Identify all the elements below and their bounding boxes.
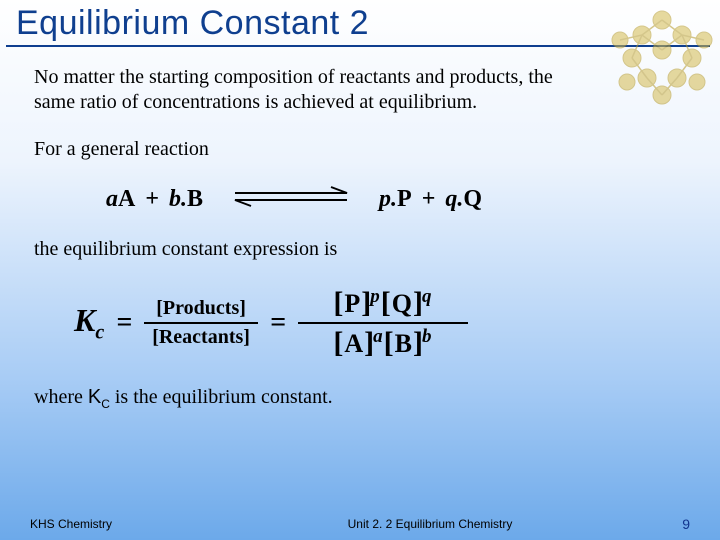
fraction-symbols: [P]p[Q]q [A]a[B]b: [298, 284, 468, 362]
species-a: A: [118, 186, 135, 212]
sym-p: P: [344, 289, 361, 318]
exp-q: q: [422, 286, 433, 307]
species-q: Q: [463, 186, 482, 212]
plus-1: +: [145, 186, 159, 213]
equals-2: =: [270, 307, 286, 339]
where-c: C: [101, 397, 110, 411]
page-number: 9: [630, 516, 690, 532]
sym-b: B: [395, 329, 413, 358]
where-pre: where: [34, 386, 88, 408]
equals-1: =: [116, 307, 132, 339]
reactants-label: [Reactants]: [144, 324, 258, 351]
lead-in-paragraph: For a general reaction: [34, 137, 594, 162]
general-reaction-equation: aA + b.B p.P + q.Q: [106, 184, 686, 215]
coeff-p: p.: [379, 186, 397, 212]
exp-a: a: [373, 326, 384, 347]
exp-p: p: [370, 286, 381, 307]
molecule-decoration: [592, 0, 720, 130]
equilibrium-arrow-icon: [231, 184, 351, 215]
closing-sentence: where KC is the equilibrium constant.: [34, 386, 686, 411]
footer: KHS Chemistry Unit 2. 2 Equilibrium Chem…: [0, 516, 720, 532]
where-post: is the equilibrium constant.: [110, 386, 333, 408]
sym-q: Q: [392, 289, 413, 318]
plus-2: +: [422, 186, 436, 213]
coeff-b: b.: [169, 186, 187, 212]
numerator-symbols: [P]p[Q]q: [325, 284, 440, 322]
k-letter: K: [74, 302, 95, 338]
intro-paragraph: No matter the starting composition of re…: [34, 65, 594, 115]
c-subscript: c: [95, 321, 104, 343]
fraction-words: [Products] [Reactants]: [144, 295, 258, 351]
sym-a: A: [344, 329, 364, 358]
footer-center: Unit 2. 2 Equilibrium Chemistry: [230, 517, 630, 531]
species-b: B: [187, 186, 203, 212]
footer-left: KHS Chemistry: [30, 517, 230, 531]
expression-lead-in: the equilibrium constant expression is: [34, 237, 594, 262]
where-k: K: [88, 386, 101, 408]
coeff-q: q.: [445, 186, 463, 212]
exp-b: b: [422, 326, 433, 347]
kc-symbol: Kc: [74, 302, 104, 344]
coeff-a: a: [106, 186, 118, 212]
products-label: [Products]: [148, 295, 254, 322]
denominator-symbols: [A]a[B]b: [325, 324, 440, 362]
kc-expression: Kc = [Products] [Reactants] = [P]p[Q]q […: [74, 284, 686, 362]
species-p: P: [397, 186, 412, 212]
